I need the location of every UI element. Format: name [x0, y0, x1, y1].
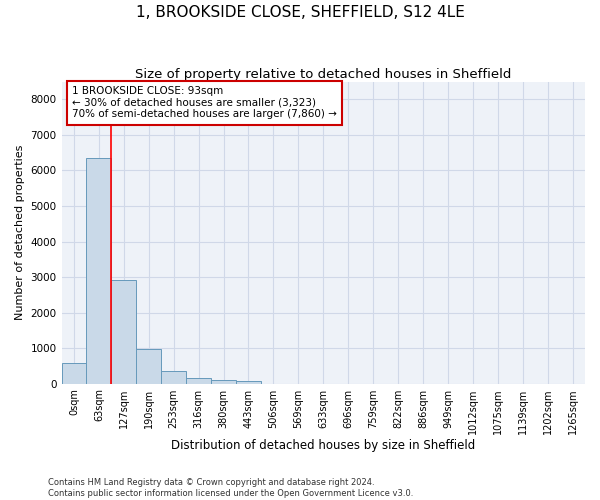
Bar: [211, 380, 236, 384]
Bar: [62, 363, 86, 384]
Text: 1 BROOKSIDE CLOSE: 93sqm
← 30% of detached houses are smaller (3,323)
70% of sem: 1 BROOKSIDE CLOSE: 93sqm ← 30% of detach…: [72, 86, 337, 120]
X-axis label: Distribution of detached houses by size in Sheffield: Distribution of detached houses by size …: [171, 440, 475, 452]
Title: Size of property relative to detached houses in Sheffield: Size of property relative to detached ho…: [135, 68, 511, 80]
Bar: [136, 349, 161, 384]
Bar: [112, 280, 136, 384]
Bar: [236, 382, 261, 384]
Text: 1, BROOKSIDE CLOSE, SHEFFIELD, S12 4LE: 1, BROOKSIDE CLOSE, SHEFFIELD, S12 4LE: [136, 5, 464, 20]
Bar: [186, 378, 211, 384]
Bar: [161, 371, 186, 384]
Bar: [86, 158, 112, 384]
Text: Contains HM Land Registry data © Crown copyright and database right 2024.
Contai: Contains HM Land Registry data © Crown c…: [48, 478, 413, 498]
Y-axis label: Number of detached properties: Number of detached properties: [15, 145, 25, 320]
